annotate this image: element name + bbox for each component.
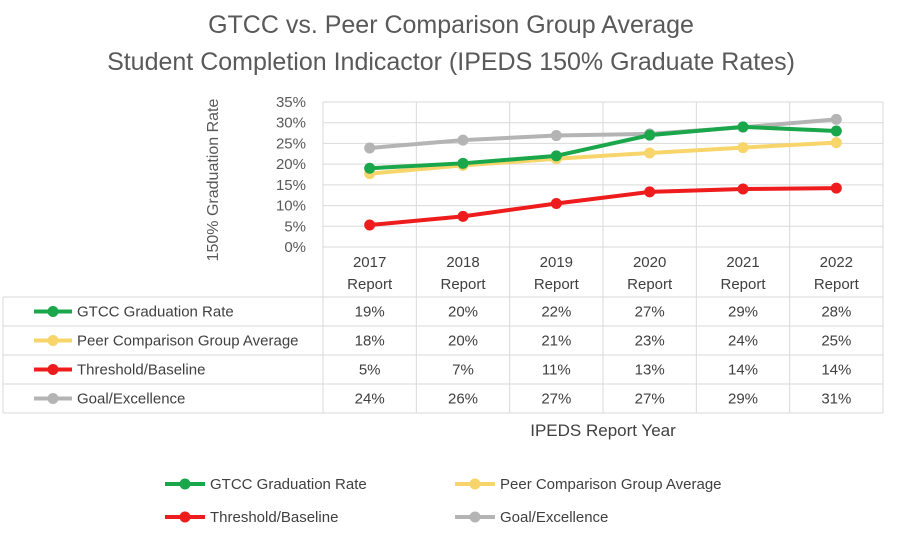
y-tick-label: 30% xyxy=(276,115,306,132)
legend-key-marker xyxy=(179,478,191,490)
table-cell-value: 28% xyxy=(821,304,851,321)
x-tick-sublabel: Report xyxy=(534,276,580,293)
data-point xyxy=(737,142,749,154)
table-cell-value: 27% xyxy=(635,304,665,321)
chart-subtitle: Student Completion Indicactor (IPEDS 150… xyxy=(107,48,795,76)
data-point xyxy=(457,157,469,169)
table-series-name: Peer Comparison Group Average xyxy=(77,333,299,350)
data-point xyxy=(644,129,656,141)
data-point xyxy=(364,219,376,231)
legend-key-marker xyxy=(469,478,481,490)
table-cell-value: 11% xyxy=(542,362,571,379)
x-tick-label: 2021 xyxy=(726,254,759,271)
x-tick-sublabel: Report xyxy=(440,276,486,293)
table-legend-key-marker xyxy=(47,335,59,346)
data-table: 2017 Report 2018 Report 2019 Report 2020 Report… xyxy=(2,102,884,414)
y-tick-label: 5% xyxy=(284,218,306,235)
data-point xyxy=(364,142,376,154)
series-line xyxy=(369,186,837,228)
table-cell-value: 27% xyxy=(635,391,665,408)
data-point xyxy=(550,198,562,209)
data-point xyxy=(550,130,562,142)
table-cell-value: 5% xyxy=(359,362,381,379)
table-cell-value: 20% xyxy=(448,333,478,350)
table-cell-value: 27% xyxy=(541,391,571,408)
data-point xyxy=(457,134,469,146)
x-tick-sublabel: Report xyxy=(720,276,766,293)
data-point xyxy=(830,113,842,125)
x-tick-label: 2020 xyxy=(633,254,666,271)
table-series-name: GTCC Graduation Rate xyxy=(77,304,234,321)
data-point xyxy=(550,150,562,162)
data-point xyxy=(737,183,749,195)
legend: GTCC Graduation Rate Peer Comparison Grou… xyxy=(165,476,722,526)
series-2 xyxy=(364,182,842,231)
data-point xyxy=(644,147,656,159)
table-cell-value: 24% xyxy=(728,333,758,350)
y-tick-label: 10% xyxy=(276,198,306,215)
legend-item: Goal/Excellence xyxy=(455,509,608,526)
chart-title: GTCC vs. Peer Comparison Group Average xyxy=(208,11,694,39)
legend-key-marker xyxy=(179,511,191,523)
table-legend-key-marker xyxy=(47,393,59,404)
x-tick-label: 2018 xyxy=(446,254,479,271)
table-cell-value: 29% xyxy=(728,304,758,321)
y-axis-label: 150% Graduation Rate xyxy=(205,99,222,262)
x-tick-sublabel: Report xyxy=(814,276,860,293)
y-tick-label: 0% xyxy=(284,239,306,256)
data-point xyxy=(737,121,749,133)
data-point xyxy=(830,182,842,194)
table-cell-value: 21% xyxy=(541,333,571,350)
legend-item: Peer Comparison Group Average xyxy=(455,476,722,493)
series-0 xyxy=(364,121,842,174)
series-line xyxy=(369,124,837,171)
table-cell-value: 13% xyxy=(635,362,665,379)
legend-label: Threshold/Baseline xyxy=(210,509,338,526)
table-cell-value: 19% xyxy=(355,304,385,321)
table-cell-value: 18% xyxy=(355,333,385,350)
x-axis-label: IPEDS Report Year xyxy=(530,421,676,440)
table-cell-value: 14% xyxy=(728,362,758,379)
data-point xyxy=(644,186,656,198)
data-point xyxy=(830,137,842,149)
data-point xyxy=(364,162,376,174)
legend-label: Peer Comparison Group Average xyxy=(500,476,722,493)
x-tick-sublabel: Report xyxy=(627,276,673,293)
legend-item: Threshold/Baseline xyxy=(165,509,338,526)
table-cell-value: 20% xyxy=(448,304,478,321)
legend-label: GTCC Graduation Rate xyxy=(210,476,367,493)
table-legend-key-marker xyxy=(47,364,59,375)
x-tick-sublabel: Report xyxy=(347,276,393,293)
table-cell-value: 14% xyxy=(821,362,851,379)
legend-item: GTCC Graduation Rate xyxy=(165,476,367,493)
data-point xyxy=(830,125,842,137)
table-cell-value: 29% xyxy=(728,391,758,408)
y-tick-label: 15% xyxy=(276,177,306,194)
table-cell-value: 22% xyxy=(541,304,571,321)
x-tick-label: 2022 xyxy=(820,254,853,271)
series-lines xyxy=(364,113,842,231)
y-tick-label: 20% xyxy=(276,156,306,173)
legend-label: Goal/Excellence xyxy=(500,509,608,526)
data-point xyxy=(457,210,469,222)
x-tick-label: 2019 xyxy=(540,254,573,271)
table-series-name: Goal/Excellence xyxy=(77,391,185,408)
y-tick-label: 35% xyxy=(276,94,306,111)
series-line xyxy=(369,140,837,176)
y-axis-ticks: 0% 5% 10% 15% 20% 25% 30% 35% xyxy=(276,94,306,256)
table-cell-value: 23% xyxy=(635,333,665,350)
table-cell-value: 31% xyxy=(821,391,851,408)
table-cell-value: 7% xyxy=(452,362,474,379)
table-cell-value: 26% xyxy=(448,391,478,408)
table-series-name: Threshold/Baseline xyxy=(77,362,205,379)
table-cell-value: 25% xyxy=(821,333,851,350)
y-tick-label: 25% xyxy=(276,135,306,152)
table-legend-key-marker xyxy=(47,306,59,317)
table-cell-value: 24% xyxy=(355,391,385,408)
x-tick-label: 2017 xyxy=(353,254,386,271)
legend-key-marker xyxy=(469,511,481,523)
